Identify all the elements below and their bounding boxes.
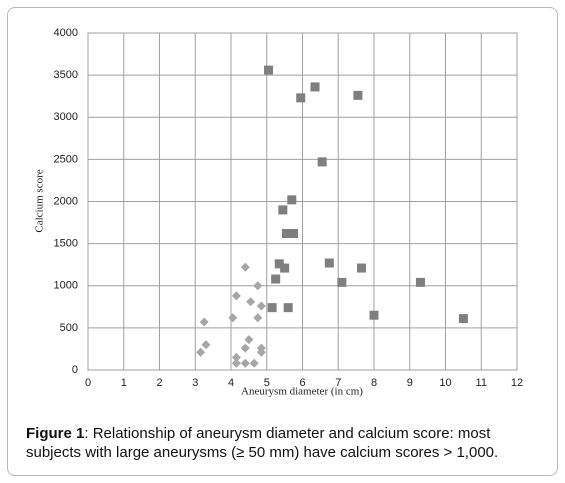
- point: [267, 303, 277, 313]
- point: [356, 263, 366, 273]
- x-tick-label: 8: [371, 377, 377, 389]
- point: [415, 277, 425, 287]
- x-tick-label: 6: [299, 377, 305, 389]
- point: [244, 335, 254, 345]
- point: [317, 157, 327, 167]
- point: [289, 229, 299, 239]
- point: [281, 229, 291, 239]
- point: [310, 82, 320, 92]
- x-tick-label: 11: [476, 377, 487, 389]
- point: [256, 301, 266, 311]
- point: [283, 303, 293, 313]
- y-tick-label: 4000: [54, 27, 78, 39]
- point: [296, 93, 306, 103]
- y-tick-label: 0: [72, 364, 78, 376]
- point: [274, 259, 284, 269]
- point: [287, 195, 297, 205]
- point: [256, 347, 266, 357]
- chart: Aneurysm diameter (in cm) Calcium score …: [34, 27, 524, 398]
- caption-label: Figure 1: [26, 425, 85, 442]
- y-tick-label: 3000: [54, 111, 78, 123]
- x-tick-label: 2: [156, 377, 162, 389]
- figure-frame: [7, 7, 558, 476]
- x-tick-label: 3: [192, 377, 198, 389]
- point: [253, 281, 263, 291]
- point: [196, 347, 206, 357]
- x-tick-label: 1: [121, 377, 127, 389]
- point: [324, 258, 334, 268]
- x-tick-label: 7: [335, 377, 341, 389]
- point: [249, 358, 259, 368]
- point: [280, 263, 290, 273]
- point: [369, 310, 379, 320]
- point: [240, 343, 250, 353]
- point: [337, 277, 347, 287]
- x-tick-label: 12: [511, 377, 523, 389]
- x-tick-label: 0: [85, 377, 91, 389]
- point: [199, 317, 209, 327]
- caption-text: : Relationship of aneurysm diameter and …: [26, 425, 499, 461]
- point: [458, 314, 468, 324]
- y-axis-label: Calcium score: [34, 169, 46, 232]
- point: [231, 358, 241, 368]
- x-tick-label: 10: [439, 377, 451, 389]
- point: [353, 90, 363, 100]
- y-tick-label: 1500: [54, 238, 78, 250]
- y-tick-label: 2000: [54, 195, 78, 207]
- x-axis-label: Aneurysm diameter (in cm): [241, 386, 363, 398]
- point: [253, 313, 263, 323]
- y-tick-label: 500: [60, 322, 78, 334]
- y-tick-label: 1000: [54, 280, 78, 292]
- y-tick-label: 2500: [54, 153, 78, 165]
- point: [231, 352, 241, 362]
- point: [228, 313, 238, 323]
- point: [240, 358, 250, 368]
- point: [246, 297, 256, 307]
- caption: Figure 1: Relationship of aneurysm diame…: [26, 424, 536, 462]
- point: [278, 205, 288, 215]
- x-tick-label: 5: [264, 377, 270, 389]
- point: [231, 291, 241, 301]
- point: [271, 274, 281, 284]
- x-tick-label: 4: [228, 377, 234, 389]
- point: [201, 340, 211, 350]
- point: [240, 262, 250, 272]
- point: [264, 65, 274, 75]
- y-tick-label: 3500: [54, 69, 78, 81]
- x-tick-label: 9: [407, 377, 413, 389]
